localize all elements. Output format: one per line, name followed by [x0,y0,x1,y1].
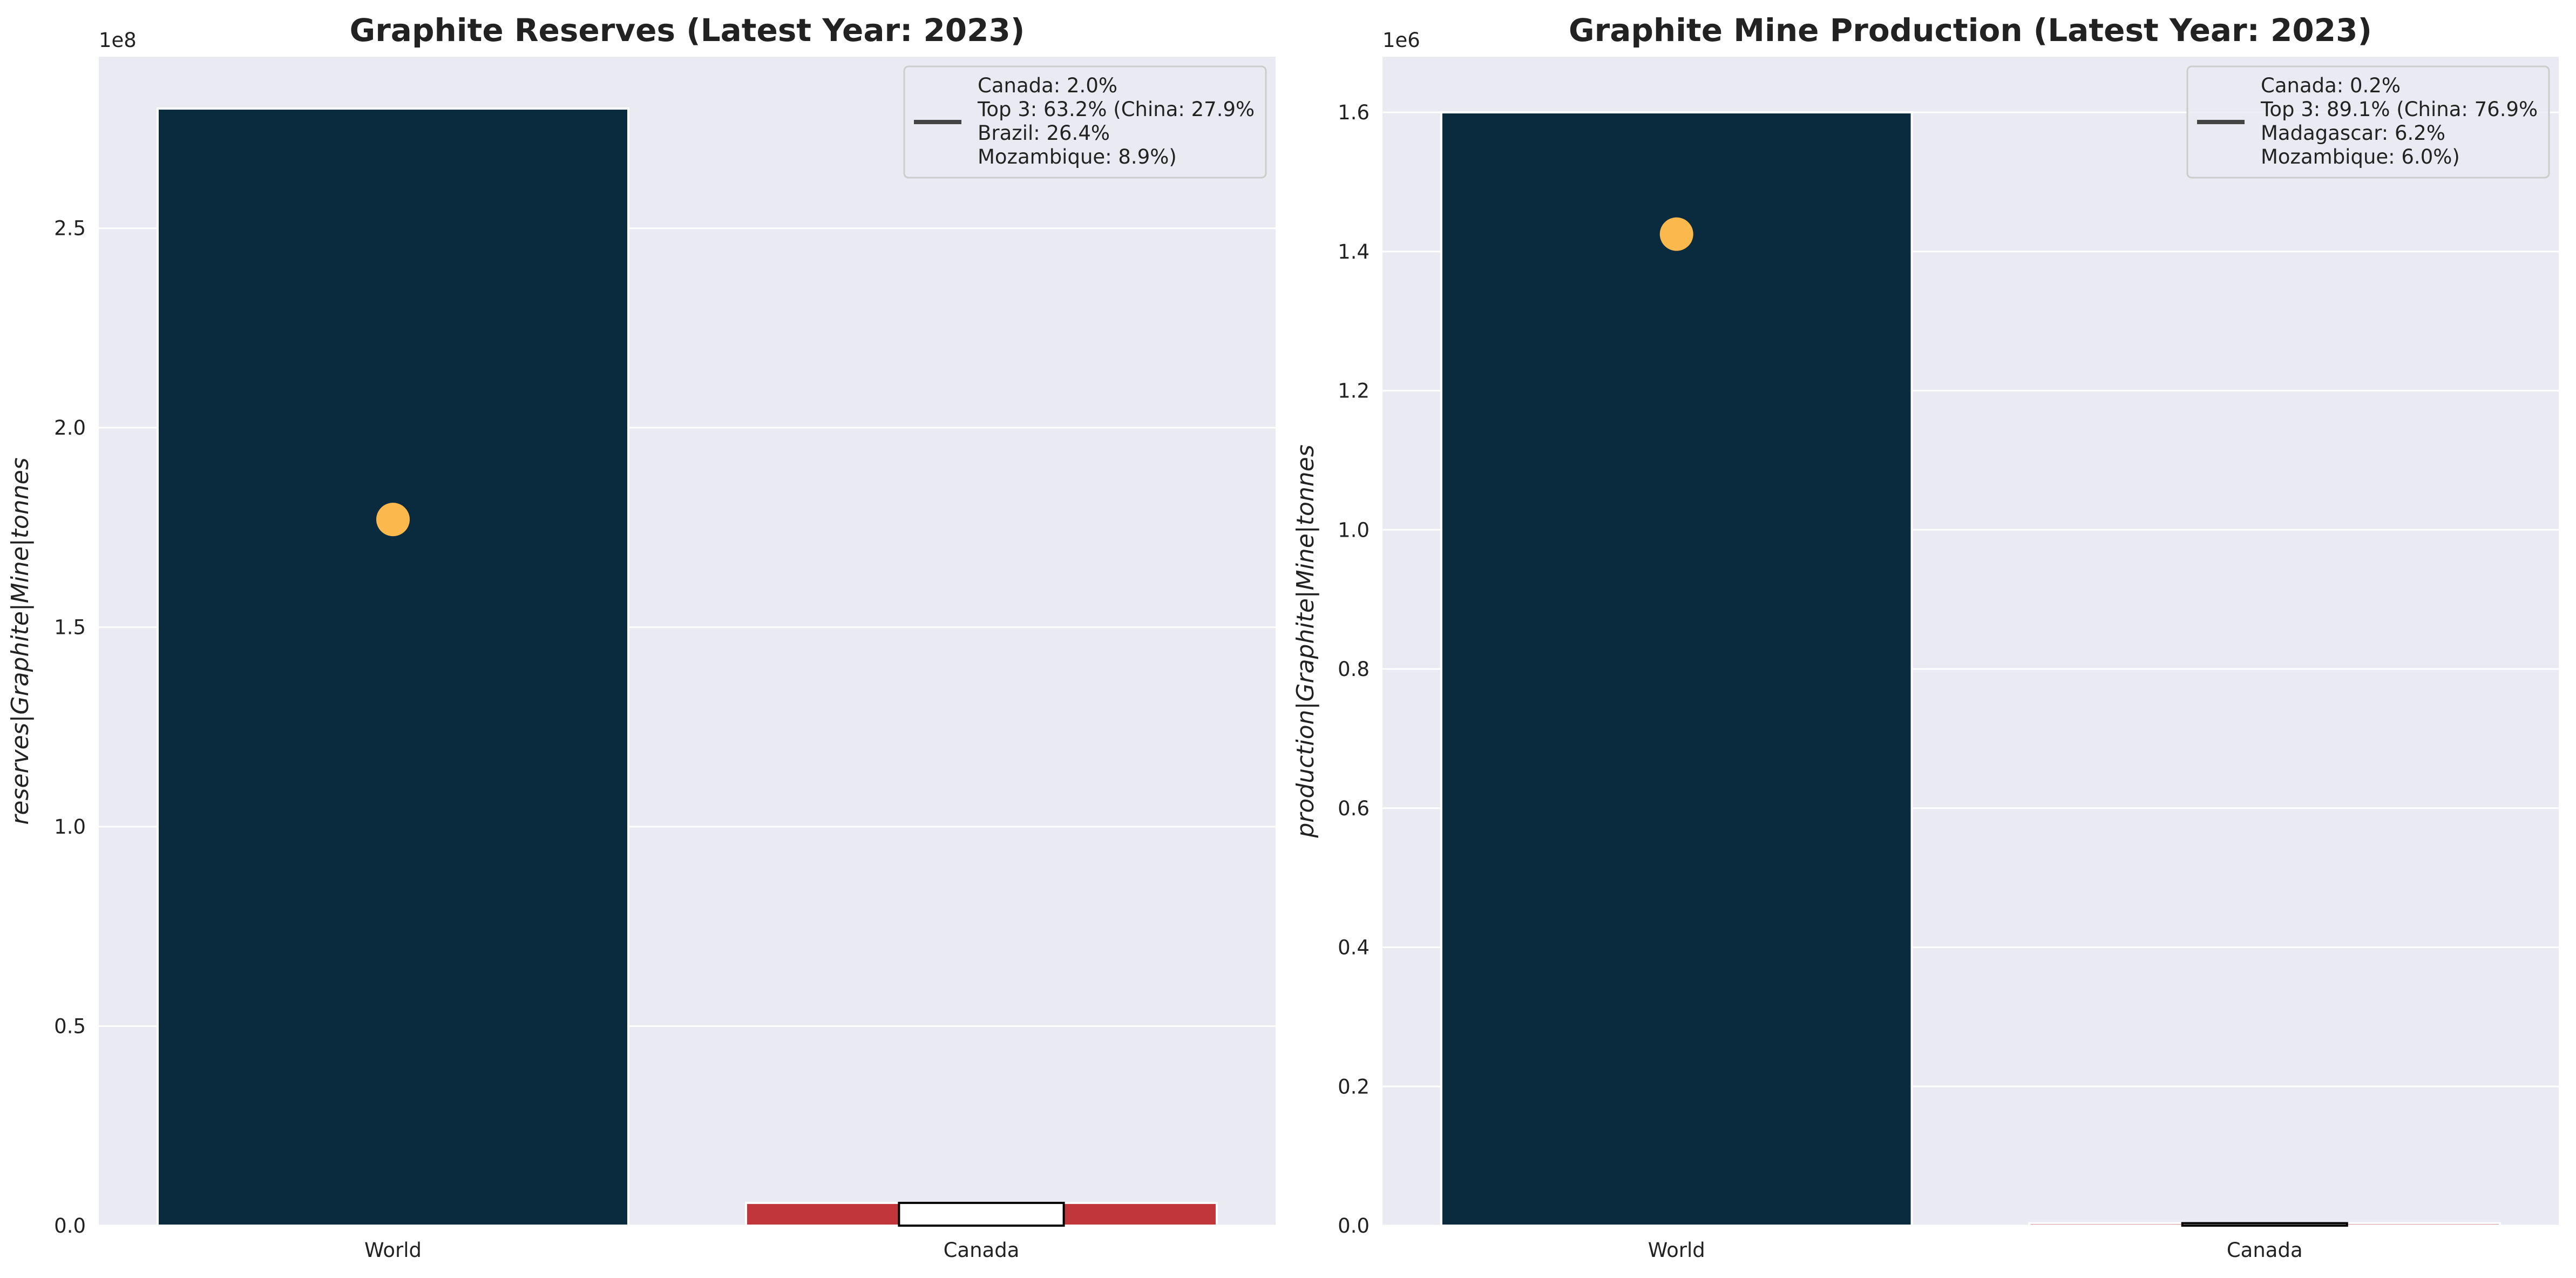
canada-inner-bar [898,1201,1065,1227]
legend-entry-line: Canada: 0.2% [2261,74,2401,97]
chart-panel-2: 0.0 0.2 0.4 0.6 0.8 1.0 1.2 1.4 1.6 1e6 World Canad… [1292,12,2559,1262]
x-tick-label: World [1648,1239,1705,1262]
y-scale-offset-label: 1e8 [99,29,137,52]
top3-share-marker [376,503,410,537]
y-tick-label: 1.6 [1338,101,1370,124]
x-tick-label: Canada [2227,1239,2303,1262]
legend-entry-line: Top 3: 63.2% (China: 27.9% [977,98,1255,121]
chart-title: Graphite Reserves (Latest Year: 2023) [350,12,1025,49]
x-tick-label: World [364,1239,422,1262]
y-axis-label: production|Graphite|Mine|tonnes [1292,444,1319,838]
legend: Canada: 2.0%Top 3: 63.2% (China: 27.9%Br… [903,65,1267,179]
legend-entry-line: Brazil: 26.4% [978,121,1110,145]
legend-entry-line: Top 3: 89.1% (China: 76.9% [2260,98,2538,121]
y-tick-label: 0.2 [1338,1075,1370,1098]
legend-entry-line: Madagascar: 6.2% [2261,121,2445,145]
y-tick-label: 1.2 [1338,380,1370,403]
y-tick-label: 0.8 [1338,658,1370,681]
y-tick-label: 0.6 [1338,797,1370,820]
y-tick-label: 1.4 [1338,240,1370,263]
y-tick-label: 2.0 [54,416,86,439]
y-scale-offset-label: 1e6 [1382,29,1420,52]
y-tick-label: 0.4 [1338,936,1370,959]
bar-world [1440,111,1913,1227]
chart-panel-1: 0.0 0.5 1.0 1.5 2.0 2.5 1e8 World Canada Graphite… [6,12,1276,1262]
y-tick-label: 1.0 [1338,518,1370,542]
legend-entry-line: Canada: 2.0% [978,74,1117,97]
x-tick-label: Canada [944,1239,1020,1262]
y-tick-label: 2.5 [54,217,86,240]
y-tick-label: 1.5 [54,616,86,639]
legend-entry-line: Mozambique: 8.9%) [978,145,1177,168]
y-tick-label: 0.5 [54,1015,86,1038]
y-axis-label: reserves|Graphite|Mine|tonnes [6,457,34,824]
y-tick-label: 0.0 [54,1214,86,1238]
legend: Canada: 0.2%Top 3: 89.1% (China: 76.9%Ma… [2186,65,2550,179]
top3-share-marker [1659,217,1693,251]
legend-entry-line: Mozambique: 6.0%) [2261,145,2460,168]
bar-world [157,107,629,1227]
chart-title: Graphite Mine Production (Latest Year: 2… [1569,12,2372,49]
legend-box [903,65,1267,179]
y-tick-label: 1.0 [54,815,86,839]
legend-box [2186,65,2550,179]
y-tick-label: 0.0 [1338,1214,1370,1238]
canada-inner-bar [2181,1222,2348,1227]
